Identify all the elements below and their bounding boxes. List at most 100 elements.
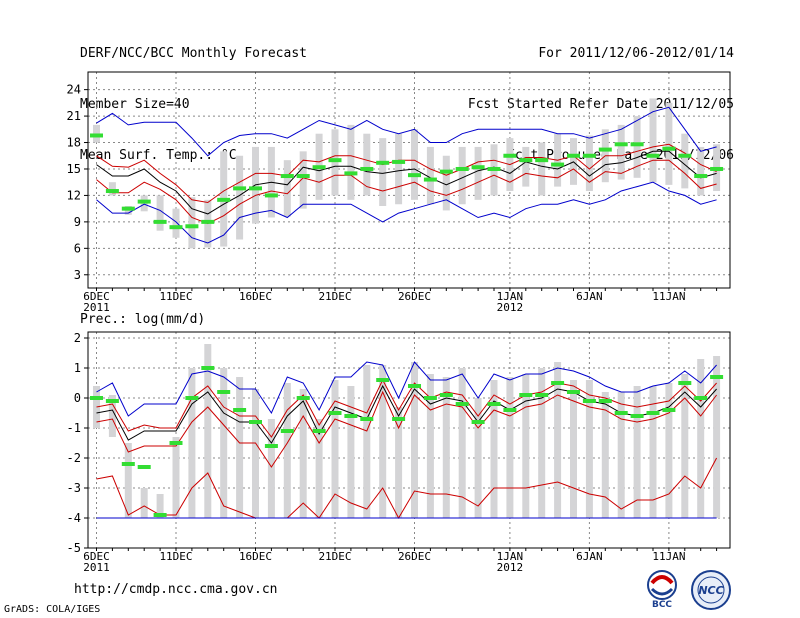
green-marker bbox=[503, 153, 517, 158]
plot-frame bbox=[87, 331, 731, 549]
x-tick-label: 1JAN bbox=[497, 550, 524, 563]
series-line-lower bbox=[96, 390, 717, 468]
range-bar bbox=[395, 133, 403, 205]
green-marker bbox=[471, 165, 485, 170]
x-tick-label: 6DEC bbox=[83, 290, 110, 303]
green-marker bbox=[376, 378, 390, 382]
green-marker bbox=[567, 153, 580, 158]
x-tick-sublabel: 2012 bbox=[497, 561, 524, 574]
range-bar bbox=[554, 362, 562, 518]
range-bar bbox=[172, 208, 180, 238]
forecast-period: For 2011/12/06-2012/01/14 bbox=[538, 46, 734, 61]
x-tick-label: 1JAN bbox=[497, 290, 524, 303]
range-bar bbox=[156, 494, 164, 518]
forecast-title: DERF/NCC/BCC Monthly Forecast bbox=[80, 46, 307, 61]
ncc-logo: NCC bbox=[688, 569, 734, 615]
range-bar bbox=[522, 374, 530, 518]
range-bar bbox=[299, 151, 307, 209]
range-bar bbox=[252, 389, 259, 518]
green-marker bbox=[392, 417, 406, 421]
green-marker bbox=[662, 146, 676, 151]
green-marker bbox=[264, 193, 278, 198]
green-marker bbox=[535, 158, 549, 163]
green-marker bbox=[105, 189, 119, 194]
x-tick-sublabel: 2011 bbox=[83, 561, 110, 574]
source-url[interactable]: http://cmdp.ncc.cma.gov.cn bbox=[74, 582, 278, 597]
green-marker bbox=[360, 166, 374, 171]
bcc-logo: BCC bbox=[640, 569, 684, 613]
green-marker bbox=[217, 197, 231, 202]
green-marker bbox=[582, 153, 596, 158]
y-tick-label: -5 bbox=[67, 541, 81, 555]
plot-frame bbox=[87, 71, 731, 289]
y-tick-label: -2 bbox=[67, 451, 81, 465]
range-bar bbox=[713, 356, 721, 518]
range-bar bbox=[363, 133, 371, 196]
grads-credit: GrADS: COLA/IGES bbox=[4, 604, 101, 615]
x-tick-label: 21DEC bbox=[318, 290, 351, 303]
x-tick-label: 21DEC bbox=[318, 550, 351, 563]
green-marker bbox=[169, 225, 183, 230]
range-bar bbox=[585, 135, 593, 192]
y-tick-label: 12 bbox=[67, 188, 81, 202]
green-marker bbox=[105, 399, 119, 403]
green-marker bbox=[201, 366, 215, 370]
green-marker bbox=[694, 174, 708, 179]
range-bar bbox=[411, 362, 418, 518]
range-bar bbox=[697, 146, 705, 196]
range-bar bbox=[442, 155, 450, 211]
green-marker bbox=[662, 408, 676, 412]
x-tick-label: 11DEC bbox=[159, 550, 192, 563]
range-bar bbox=[665, 383, 673, 518]
range-bar bbox=[108, 395, 116, 437]
range-bar bbox=[204, 344, 212, 518]
range-bar bbox=[490, 380, 498, 518]
ncc-logo-text: NCC bbox=[698, 584, 723, 597]
range-bar bbox=[442, 377, 450, 518]
range-bar bbox=[474, 146, 482, 200]
range-bar bbox=[220, 368, 228, 518]
green-marker bbox=[185, 224, 199, 229]
green-marker bbox=[630, 142, 644, 147]
green-marker bbox=[137, 465, 151, 469]
range-bar bbox=[299, 389, 307, 518]
green-marker bbox=[296, 174, 310, 179]
green-marker bbox=[137, 199, 151, 204]
green-marker bbox=[121, 206, 135, 211]
green-marker bbox=[551, 381, 565, 385]
x-tick-label: 11JAN bbox=[652, 290, 685, 303]
range-bar bbox=[347, 124, 355, 200]
fcst-start-date: Fcst Started Refer Date 2011/12/05 bbox=[467, 97, 734, 112]
green-marker bbox=[328, 411, 342, 415]
y-tick-label: 9 bbox=[74, 215, 81, 229]
green-marker bbox=[519, 393, 533, 397]
green-marker bbox=[535, 393, 549, 397]
green-marker bbox=[344, 171, 358, 176]
green-marker bbox=[280, 174, 294, 179]
green-marker bbox=[710, 375, 724, 379]
range-bar bbox=[649, 98, 657, 183]
green-marker bbox=[503, 408, 517, 412]
green-marker bbox=[312, 429, 326, 433]
y-tick-label: 18 bbox=[67, 136, 81, 150]
green-marker bbox=[249, 420, 262, 424]
range-bar bbox=[283, 160, 291, 217]
green-marker bbox=[360, 417, 374, 421]
green-marker bbox=[153, 219, 167, 224]
range-bar bbox=[617, 392, 625, 518]
green-marker bbox=[598, 399, 612, 403]
green-marker bbox=[455, 402, 469, 406]
green-marker bbox=[408, 384, 421, 388]
range-bar bbox=[331, 380, 339, 518]
green-marker bbox=[614, 142, 628, 147]
green-marker bbox=[455, 166, 469, 171]
range-bar bbox=[156, 195, 164, 231]
green-marker bbox=[169, 441, 183, 445]
green-marker bbox=[423, 396, 437, 400]
range-bar bbox=[379, 138, 387, 207]
range-bar bbox=[140, 488, 148, 518]
green-marker bbox=[312, 165, 326, 170]
range-bar bbox=[633, 116, 641, 178]
green-marker bbox=[646, 411, 660, 415]
